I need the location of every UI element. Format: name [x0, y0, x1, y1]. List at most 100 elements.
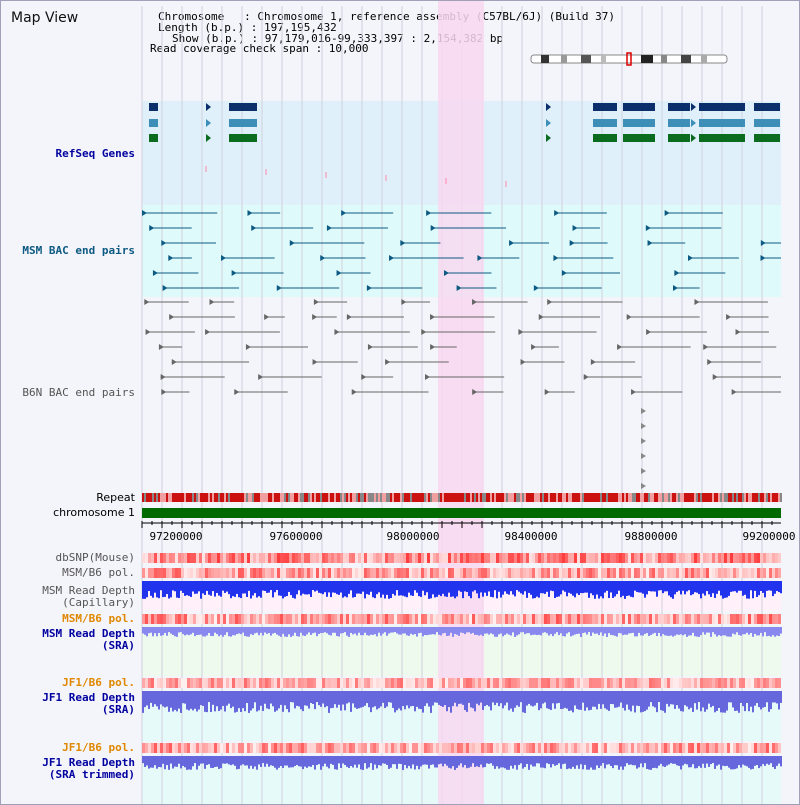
track-label-refseq[interactable]: RefSeq Genes	[55, 147, 135, 160]
read-depth-bar	[226, 756, 228, 764]
read-depth-bar	[216, 756, 218, 767]
polymorphism-cell	[142, 568, 145, 578]
repeat-bar	[242, 493, 244, 502]
polymorphism-cell	[733, 678, 736, 688]
read-depth-bar	[482, 691, 484, 710]
read-depth-bar	[468, 691, 470, 703]
b6n-bac-pair-end	[694, 299, 700, 305]
polymorphism-cell	[505, 743, 508, 753]
track-label-jf1-depth-sra[interactable]: JF1 Read Depth (SRA)	[42, 691, 135, 716]
read-depth-bar	[328, 627, 330, 635]
read-depth-bar	[694, 627, 696, 637]
read-depth-bar	[416, 581, 418, 593]
polymorphism-cell	[757, 678, 760, 688]
track-label-b6n-bac[interactable]: B6N BAC end pairs	[22, 386, 135, 399]
read-depth-bar	[752, 627, 754, 637]
read-depth-bar	[198, 627, 200, 635]
read-depth-bar	[252, 691, 254, 709]
track-label-jf1-b6-pol[interactable]: JF1/B6 pol.	[62, 676, 135, 689]
polymorphism-cell	[604, 678, 607, 688]
polymorphism-cell	[760, 614, 763, 624]
read-depth-bar	[288, 627, 290, 635]
polymorphism-cell	[622, 678, 625, 688]
polymorphism-cell	[598, 678, 601, 688]
read-depth-bar	[614, 756, 616, 766]
read-depth-bar	[714, 691, 716, 713]
track-label-msm-depth-sra[interactable]: MSM Read Depth (SRA)	[42, 627, 135, 652]
read-depth-bar	[676, 627, 678, 635]
polymorphism-cell	[673, 553, 676, 563]
polymorphism-cell	[190, 743, 193, 753]
track-label-msm-depth-capillary[interactable]: MSM Read Depth (Capillary)	[42, 584, 135, 609]
track-label-jf1-depth-trimmed[interactable]: JF1 Read Depth (SRA trimmed)	[42, 756, 135, 781]
polymorphism-cell	[292, 568, 295, 578]
polymorphism-cell	[211, 553, 214, 563]
read-depth-bar	[488, 756, 490, 764]
polymorphism-cell	[544, 568, 547, 578]
read-depth-bar	[456, 581, 458, 597]
polymorphism-cell	[361, 553, 364, 563]
read-depth-bar	[350, 756, 352, 767]
axis-tick-label: 97600000	[270, 530, 323, 543]
polymorphism-cell	[142, 678, 145, 688]
read-depth-bar	[190, 581, 192, 597]
polymorphism-cell	[610, 614, 613, 624]
read-depth-bar	[240, 581, 242, 599]
read-depth-bar	[772, 627, 774, 636]
read-depth-bar	[776, 691, 778, 704]
read-depth-bar	[310, 691, 312, 704]
repeat-bar	[566, 493, 568, 502]
polymorphism-cell	[691, 553, 694, 563]
read-depth-bar	[568, 627, 570, 633]
polymorphism-cell	[274, 553, 277, 563]
read-depth-bar	[160, 756, 162, 768]
polymorphism-cell	[553, 743, 556, 753]
refseq-strand-arrow	[546, 103, 551, 111]
axis-tick-label: 98400000	[505, 530, 558, 543]
repeat-bar	[586, 493, 588, 502]
read-depth-bar	[720, 756, 722, 770]
polymorphism-cell	[553, 614, 556, 624]
polymorphism-cell	[694, 614, 697, 624]
polymorphism-cell	[379, 614, 382, 624]
read-depth-bar	[204, 581, 206, 595]
read-depth-bar	[738, 691, 740, 713]
repeat-bar	[224, 493, 226, 502]
polymorphism-cell	[529, 614, 532, 624]
read-depth-bar	[544, 691, 546, 703]
polymorphism-cell	[265, 743, 268, 753]
track-label-dbsnp[interactable]: dbSNP(Mouse)	[55, 551, 135, 564]
polymorphism-cell	[472, 743, 475, 753]
polymorphism-cell	[655, 678, 658, 688]
polymorphism-cell	[352, 614, 355, 624]
read-depth-bar	[196, 581, 198, 594]
repeat-bar	[258, 493, 260, 502]
track-label-msm-b6-pol-2[interactable]: MSM/B6 pol.	[62, 612, 135, 625]
polymorphism-cell	[625, 678, 628, 688]
msm-bac-pair-end	[247, 210, 253, 216]
read-depth-bar	[730, 756, 732, 770]
polymorphism-cell	[247, 553, 250, 563]
read-depth-bar	[512, 756, 514, 769]
read-depth-bar	[208, 581, 210, 595]
track-label-msm-b6-pol[interactable]: MSM/B6 pol.	[62, 566, 135, 579]
read-depth-bar	[434, 627, 436, 635]
track-label-msm-bac[interactable]: MSM BAC end pairs	[22, 244, 135, 257]
polymorphism-cell	[607, 743, 610, 753]
read-depth-bar	[390, 691, 392, 703]
read-depth-bar	[732, 691, 734, 708]
polymorphism-cell	[670, 678, 673, 688]
track-label-jf1-b6-pol-2[interactable]: JF1/B6 pol.	[62, 741, 135, 754]
polymorphism-cell	[562, 743, 565, 753]
read-depth-bar	[314, 691, 316, 710]
read-depth-bar	[430, 581, 432, 599]
polymorphism-cell	[436, 678, 439, 688]
read-depth-bar	[400, 691, 402, 711]
repeat-bar	[352, 493, 354, 502]
polymorphism-cell	[142, 743, 145, 753]
polymorphism-cell	[508, 614, 511, 624]
read-depth-bar	[166, 756, 168, 766]
polymorphism-cell	[199, 743, 202, 753]
read-depth-bar	[384, 691, 386, 709]
